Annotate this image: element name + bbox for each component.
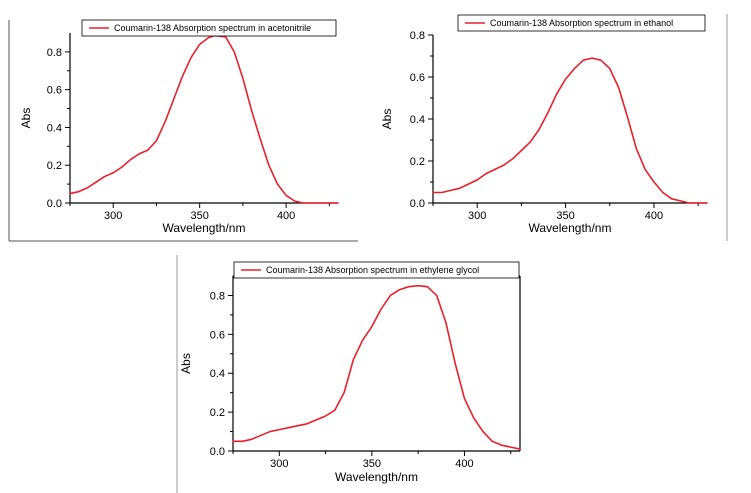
y-tick-label: 0.8	[47, 47, 62, 59]
y-tick-label: 0.4	[410, 114, 425, 126]
legend-box	[233, 261, 520, 279]
x-tick-label: 400	[277, 210, 295, 222]
chart-ethylene-glycol: 300 350 400 0.0 0.2 0.4 0.6 0.8 Wavelength/nm Abs…	[176, 255, 521, 493]
series-line	[232, 284, 521, 450]
y-tick-label: 0.2	[47, 160, 62, 172]
legend: Coumarin-138 Absorption spectrum in acet…	[81, 19, 337, 37]
x-tick-label: 350	[556, 210, 574, 222]
chart-acetonitrile: 300 350 400 0.0 0.2 0.4 0.6 0.8 Wavelength/nm Abs…	[8, 19, 358, 242]
y-tick-label: 0.0	[47, 198, 62, 210]
x-tick-label: 400	[455, 458, 473, 470]
legend: Coumarin-138 Absorption spectrum in etha…	[457, 14, 706, 32]
y-axis-label: Abs	[19, 108, 33, 129]
y-tick-label: 0.2	[410, 156, 425, 168]
chart-ethanol: 300 350 400 0.0 0.2 0.4 0.6 0.8 Wavelength/nm Abs…	[380, 14, 728, 241]
y-tick-label: 0.4	[210, 368, 225, 380]
y-tick-label: 0.8	[210, 290, 225, 302]
y-tick-label: 0.6	[47, 85, 62, 97]
x-tick-label: 350	[363, 458, 381, 470]
x-tick-label: 300	[104, 210, 122, 222]
x-axis-label: Wavelength/nm	[163, 221, 246, 235]
y-axis-label: Abs	[380, 109, 394, 130]
y-tick-label: 0.6	[410, 72, 425, 84]
x-axis-label: Wavelength/nm	[529, 221, 612, 235]
legend-box	[81, 19, 337, 37]
y-tick-label: 0.0	[410, 198, 425, 210]
legend: Coumarin-138 Absorption spectrum in ethy…	[233, 261, 520, 279]
x-tick-label: 300	[270, 458, 288, 470]
legend-box	[457, 14, 706, 32]
y-tick-label: 0.6	[210, 329, 225, 341]
legend-label: Coumarin-138 Absorption spectrum in ethy…	[266, 265, 479, 275]
legend-label: Coumarin-138 Absorption spectrum in acet…	[114, 23, 311, 33]
y-axis-label: Abs	[179, 353, 193, 374]
x-axis-label: Wavelength/nm	[335, 470, 418, 484]
x-tick-label: 300	[468, 210, 486, 222]
y-tick-label: 0.8	[410, 30, 425, 42]
legend-label: Coumarin-138 Absorption spectrum in etha…	[490, 18, 673, 28]
series-line	[69, 35, 339, 204]
y-tick-label: 0.4	[47, 122, 62, 134]
series-line	[432, 57, 708, 204]
x-tick-label: 350	[190, 210, 208, 222]
y-tick-label: 0.0	[210, 446, 225, 458]
y-tick-label: 0.2	[210, 407, 225, 419]
x-tick-label: 400	[645, 210, 663, 222]
